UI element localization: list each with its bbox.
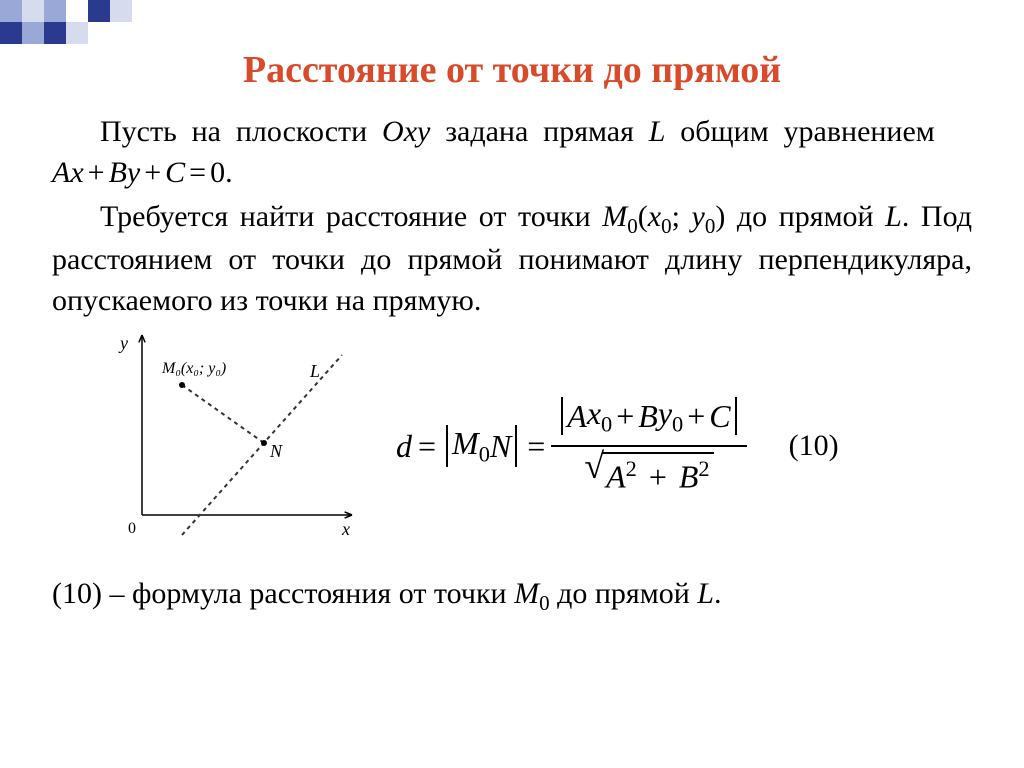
- body-text: Пусть на плоскости Oxy задана прямая L о…: [0, 92, 1024, 321]
- B: B: [638, 398, 658, 435]
- eq-zero: 0.: [210, 156, 233, 189]
- var-L: L: [649, 115, 666, 148]
- equals-icon: =: [418, 428, 436, 465]
- svg-text:0: 0: [128, 520, 136, 537]
- var-M0: M0: [452, 425, 490, 467]
- sub0: 0: [539, 591, 550, 615]
- svg-text:L: L: [309, 361, 320, 381]
- plus-icon: +: [645, 459, 671, 495]
- equals-icon: =: [527, 428, 545, 465]
- plus-icon: +: [84, 156, 109, 189]
- text: .: [714, 577, 722, 610]
- paragraph-2: Требуется найти расстояние от точки M0(x…: [52, 197, 972, 321]
- M: M: [452, 425, 479, 461]
- equals-icon: =: [185, 156, 210, 189]
- x: x: [587, 395, 601, 431]
- A: A: [606, 459, 626, 495]
- sqrt: √ A2 + B2: [584, 452, 713, 496]
- diagram: y x 0 M₀(x₀; y₀) L N: [92, 325, 372, 565]
- text: (10) – формула расстояния от точки: [52, 577, 514, 610]
- svg-text:x: x: [341, 519, 350, 539]
- A: A: [567, 398, 587, 435]
- M: M: [514, 577, 539, 610]
- figure-and-formula: yx0M₀(x₀; y₀)LN d = M0N = Ax0 + By0 +: [0, 325, 1024, 565]
- var-L: L: [697, 577, 714, 610]
- plus-icon: +: [612, 398, 638, 435]
- B: B: [679, 459, 699, 495]
- sep: ;: [672, 200, 692, 233]
- paragraph-1: Пусть на плоскости Oxy задана прямая L о…: [52, 112, 972, 193]
- text: Пусть на плоскости: [100, 115, 382, 148]
- var-x0: x0: [648, 200, 672, 233]
- fraction: Ax0 + By0 + C √ A2 +: [551, 395, 746, 498]
- abs-expr: Ax0 + By0 + C: [557, 397, 740, 435]
- footer-text: (10) – формула расстояния от точки M0 до…: [0, 565, 1024, 616]
- eq-y: y: [127, 156, 140, 189]
- paren-open: (: [638, 200, 648, 233]
- denominator: √ A2 + B2: [578, 447, 719, 498]
- var-M0: M0: [602, 200, 638, 233]
- svg-text:M₀(x₀; y₀): M₀(x₀; y₀): [161, 360, 226, 377]
- sub0: 0: [627, 214, 638, 238]
- text: до прямой: [725, 200, 885, 233]
- sq: 2: [698, 456, 709, 481]
- s: 0: [601, 411, 612, 436]
- inline-equation: Ax+By+C=0.: [52, 156, 233, 189]
- distance-formula: d = M0N = Ax0 + By0 + C: [396, 395, 747, 498]
- var-M0: M0: [514, 577, 550, 610]
- plus-icon: +: [140, 156, 165, 189]
- y: y: [658, 395, 672, 431]
- plus-icon: +: [683, 398, 709, 435]
- eq-x: x: [70, 156, 83, 189]
- x0: x0: [587, 395, 612, 437]
- var-d: d: [396, 428, 412, 465]
- eq-A: A: [52, 156, 70, 189]
- var-oxy: Oxy: [382, 115, 430, 148]
- sub0: 0: [705, 214, 716, 238]
- var-L: L: [885, 200, 902, 233]
- text: Требуется найти расстояние от точки: [100, 200, 602, 233]
- C: C: [709, 398, 730, 435]
- text: задана прямая: [430, 115, 648, 148]
- svg-text:N: N: [269, 441, 283, 461]
- page-title: Расстояние от точки до прямой: [0, 0, 1024, 92]
- equation-number: (10): [789, 429, 839, 463]
- x: x: [648, 200, 661, 233]
- formula-row: d = M0N = Ax0 + By0 + C: [396, 395, 839, 498]
- s: 0: [672, 411, 683, 436]
- sq: 2: [626, 456, 637, 481]
- radicand: A2 + B2: [602, 452, 714, 496]
- sub0: 0: [479, 442, 490, 467]
- var-N: N: [490, 428, 511, 465]
- text: до прямой: [550, 577, 698, 610]
- M: M: [602, 200, 627, 233]
- eq-C: C: [165, 156, 185, 189]
- y: y: [691, 200, 704, 233]
- text: общим уравнением: [665, 115, 934, 148]
- paren-close: ): [715, 200, 725, 233]
- var-y0: y0: [691, 200, 715, 233]
- slide: Расстояние от точки до прямой Пусть на п…: [0, 0, 1024, 768]
- y0: y0: [658, 395, 683, 437]
- abs-M0N: M0N: [442, 425, 521, 467]
- numerator: Ax0 + By0 + C: [551, 395, 746, 445]
- eq-B: B: [109, 156, 127, 189]
- sub0: 0: [661, 214, 672, 238]
- svg-text:y: y: [118, 333, 128, 353]
